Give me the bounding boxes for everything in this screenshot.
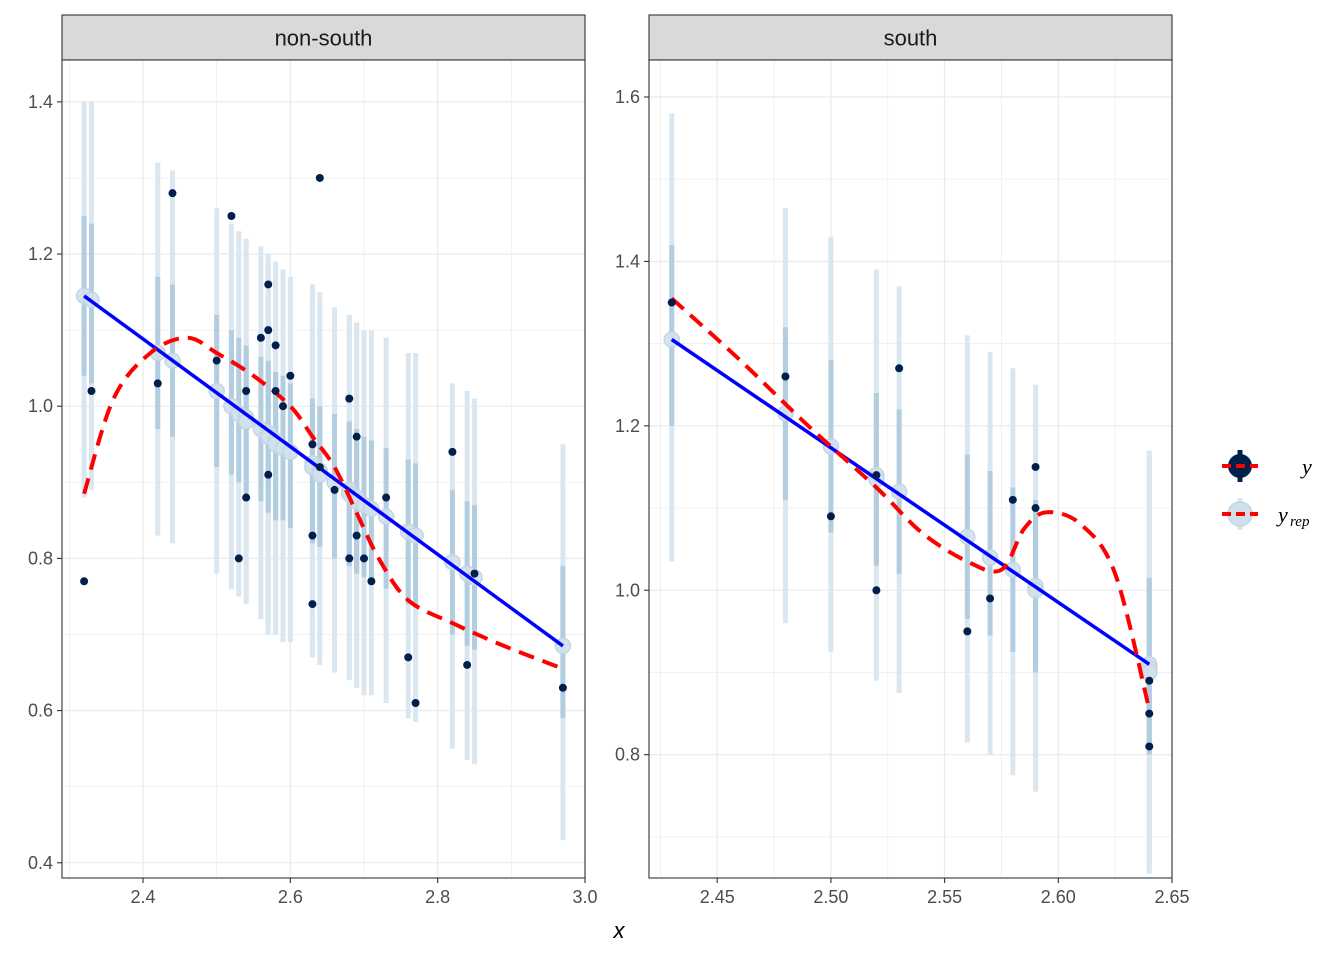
- y-point: [264, 326, 273, 335]
- y-point: [1031, 504, 1040, 513]
- y-point: [345, 394, 354, 403]
- y-point: [826, 512, 835, 521]
- x-tick-label: 2.65: [1154, 887, 1189, 907]
- y-point: [352, 531, 361, 540]
- y-tick-label: 1.6: [615, 87, 640, 107]
- yrep-trend-line: [670, 338, 1151, 666]
- y-point: [667, 298, 676, 307]
- y-point: [308, 531, 317, 540]
- x-tick-label: 3.0: [572, 887, 597, 907]
- x-tick-label: 2.60: [1041, 887, 1076, 907]
- facet-strip-label: non-south: [275, 26, 373, 51]
- legend-label: y: [1276, 502, 1288, 527]
- y-point: [264, 280, 273, 289]
- y-point: [1008, 495, 1017, 504]
- legend-entry-yrep: y rep: [1222, 498, 1310, 530]
- y-points: [667, 298, 1154, 751]
- y-point: [1145, 676, 1154, 685]
- y-point: [895, 364, 904, 373]
- y-point: [256, 333, 265, 342]
- legend-label-subscript: rep: [1290, 514, 1310, 530]
- y-point: [463, 660, 472, 669]
- y-point: [345, 554, 354, 563]
- y-point: [308, 440, 317, 449]
- y-point: [558, 683, 567, 692]
- x-axis-title: x: [613, 918, 626, 943]
- y-point: [781, 372, 790, 381]
- y-point: [448, 447, 457, 456]
- legend-label: y: [1300, 454, 1312, 479]
- y-tick-label: 1.2: [615, 416, 640, 436]
- x-tick-label: 2.45: [700, 887, 735, 907]
- axis-ticks: 2.4 2.6 2.8 3.0 0.4 0.6 0.8 1.0 1.2 1.4: [28, 92, 598, 907]
- y-point: [382, 493, 391, 502]
- x-tick-label: 2.50: [813, 887, 848, 907]
- y-tick-label: 0.8: [28, 548, 53, 568]
- y-tick-label: 1.4: [28, 92, 53, 112]
- y-point: [1145, 742, 1154, 751]
- y-point: [242, 493, 251, 502]
- y-point: [153, 379, 162, 388]
- y-point: [330, 485, 339, 494]
- x-tick-label: 2.55: [927, 887, 962, 907]
- y-trend-line: [82, 335, 564, 671]
- y-points: [80, 173, 567, 707]
- gridlines: [62, 60, 586, 878]
- x-tick-label: 2.4: [131, 887, 156, 907]
- y-point: [404, 653, 413, 662]
- facet-strip: [648, 14, 1173, 61]
- y-point: [872, 471, 881, 480]
- facet-strip-label: south: [884, 26, 938, 51]
- x-tick-label: 2.8: [425, 887, 450, 907]
- y-tick-label: 0.8: [615, 745, 640, 765]
- y-point: [360, 554, 369, 563]
- legend: yy rep: [1222, 450, 1312, 530]
- y-point: [271, 387, 280, 396]
- y-point: [168, 189, 177, 198]
- yrep-trend-line: [83, 294, 564, 648]
- y-tick-label: 1.0: [28, 396, 53, 416]
- y-point: [80, 577, 89, 586]
- panel-south: south 2.45 2.50 2.55 2.60 2.65 0.8 1.0 1.2 1.4 1.6: [615, 14, 1190, 907]
- y-point: [315, 173, 324, 182]
- y-point: [212, 356, 221, 365]
- y-point: [271, 341, 280, 350]
- x-tick-label: 2.6: [278, 887, 303, 907]
- panel-border: [61, 59, 586, 879]
- panel-border: [648, 59, 1173, 879]
- y-tick-label: 0.6: [28, 701, 53, 721]
- y-point: [308, 600, 317, 609]
- y-point: [986, 594, 995, 603]
- y-point: [227, 211, 236, 220]
- y-point: [963, 627, 972, 636]
- axis-ticks: 2.45 2.50 2.55 2.60 2.65 0.8 1.0 1.2 1.4 1.6: [615, 87, 1190, 907]
- y-tick-label: 0.4: [28, 853, 53, 873]
- y-tick-label: 1.4: [615, 251, 640, 271]
- y-point: [1145, 709, 1154, 718]
- y-point: [264, 470, 273, 479]
- y-point: [367, 577, 376, 586]
- facet-strip: [61, 14, 586, 61]
- panel-non-south: non-south 2.4 2.6 2.8 3.0 0.4 0.6 0.8 1.0 1.2 1.4: [28, 14, 598, 907]
- y-point: [872, 586, 881, 595]
- y-point: [352, 432, 361, 441]
- y-trend-line: [670, 296, 1152, 710]
- y-point: [242, 387, 251, 396]
- y-point: [470, 569, 479, 578]
- y-point: [87, 387, 96, 396]
- y-tick-label: 1.2: [28, 244, 53, 264]
- panel-background: [649, 60, 1172, 878]
- y-point: [234, 554, 243, 563]
- legend-entry-y: y: [1222, 450, 1312, 482]
- y-point: [278, 402, 287, 411]
- y-tick-label: 1.0: [615, 580, 640, 600]
- y-point: [315, 463, 324, 472]
- y-point: [286, 371, 295, 380]
- y-point: [411, 698, 420, 707]
- y-point: [1031, 462, 1040, 471]
